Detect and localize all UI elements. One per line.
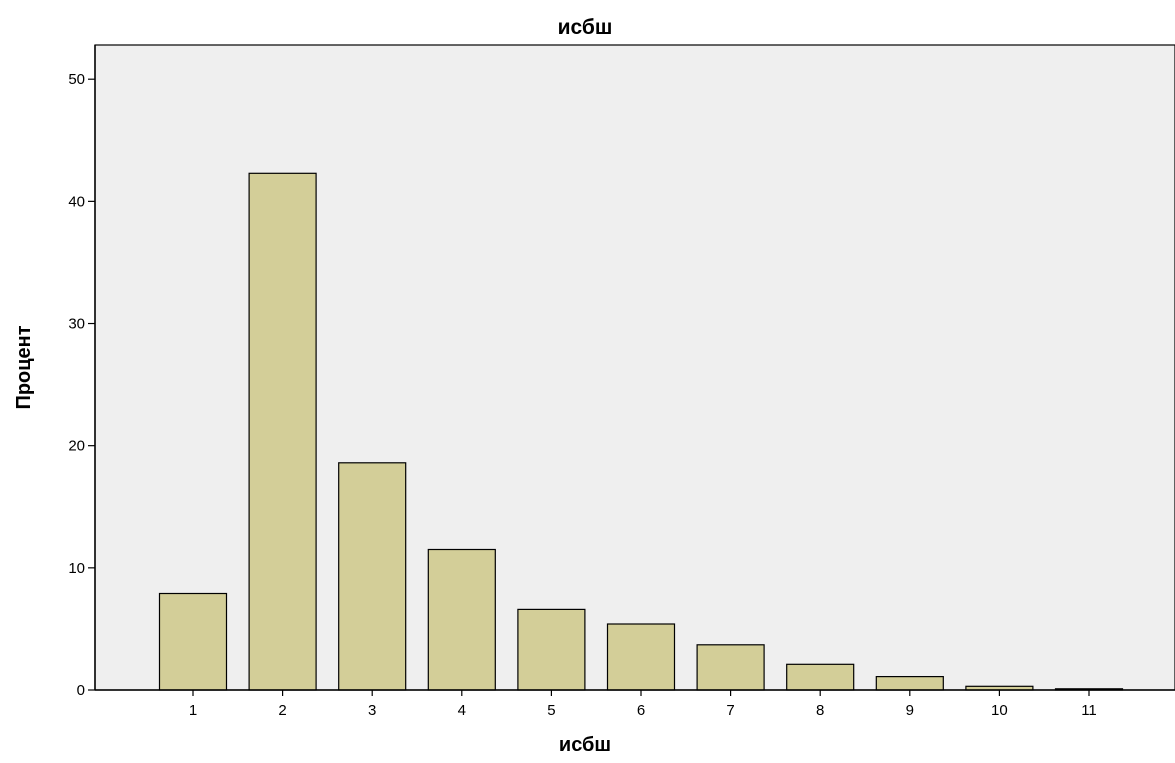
y-tick-label: 10	[68, 560, 85, 577]
bar-2	[248, 172, 317, 691]
bar-3	[338, 462, 407, 691]
x-tick-label: 11	[1081, 702, 1097, 719]
bar-8	[786, 663, 855, 691]
x-tick-label: 8	[816, 702, 824, 719]
x-tick-label: 3	[368, 702, 376, 719]
bar-5	[517, 608, 586, 691]
x-tick-label: 4	[458, 702, 466, 719]
chart-title: исбш	[558, 16, 613, 39]
y-axis-label: Процент	[13, 325, 35, 409]
y-ticks-group: 0 10 20 30 40 50	[68, 71, 95, 699]
x-tick-label: 5	[547, 702, 555, 719]
bar-9	[875, 675, 944, 691]
y-tick-label: 40	[68, 193, 85, 210]
y-tick-label: 0	[77, 682, 85, 699]
bar-4	[427, 548, 496, 691]
x-ticks-group: 1 2 3 4 5 6 7 8 9 10 11	[189, 690, 1097, 719]
bar-1	[158, 592, 228, 691]
bar-6	[606, 623, 676, 691]
x-tick-label: 10	[991, 702, 1008, 719]
x-tick-label: 9	[906, 702, 914, 719]
x-tick-label: 7	[726, 702, 734, 719]
y-tick-label: 50	[68, 71, 85, 88]
x-tick-label: 1	[189, 702, 197, 719]
y-tick-label: 20	[68, 438, 85, 455]
y-tick-label: 30	[68, 316, 85, 333]
x-tick-label: 2	[278, 702, 286, 719]
x-tick-label: 6	[637, 702, 645, 719]
bar-7	[696, 644, 765, 691]
x-axis-label: исбш	[559, 734, 611, 756]
